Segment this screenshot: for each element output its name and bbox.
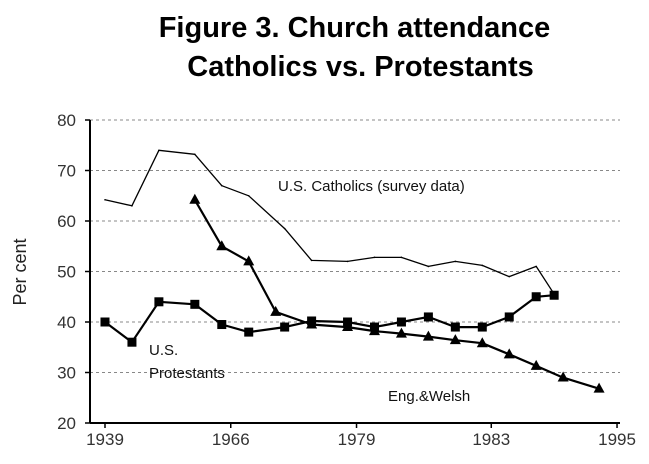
protestants-point-6 bbox=[280, 322, 290, 332]
catholics-point-13 bbox=[481, 264, 484, 267]
catholics-point-1 bbox=[131, 205, 133, 207]
eng-welsh-point-7 bbox=[395, 327, 407, 338]
y-tick-label-40: 40 bbox=[57, 313, 76, 332]
eng-welsh-point-0 bbox=[189, 193, 201, 204]
eng-welsh-label: Eng.&Welsh bbox=[388, 388, 470, 405]
y-tick-label-80: 80 bbox=[57, 111, 76, 130]
series-line-0 bbox=[104, 149, 555, 295]
eng-welsh-point-14 bbox=[593, 382, 605, 393]
eng-welsh-point-9 bbox=[449, 334, 461, 345]
catholics-point-8 bbox=[346, 260, 349, 263]
x-tick-label-1939: 1939 bbox=[86, 430, 124, 449]
protestants-point-0 bbox=[100, 317, 110, 327]
protestants-point-5 bbox=[244, 327, 254, 337]
y-tick-label-20: 20 bbox=[57, 414, 76, 433]
catholics-point-4 bbox=[220, 184, 223, 187]
y-tick-label-30: 30 bbox=[57, 364, 76, 383]
eng-welsh-point-1 bbox=[216, 240, 228, 251]
catholics-label: U.S. Catholics (survey data) bbox=[278, 178, 465, 195]
chart-title: Figure 3. Church attendance bbox=[158, 12, 551, 44]
eng-welsh-point-10 bbox=[476, 337, 488, 348]
catholics-point-2 bbox=[158, 149, 160, 152]
protestants-point-15 bbox=[531, 292, 541, 302]
x-tick-label-1966: 1966 bbox=[212, 430, 250, 449]
y-axis-label: Per cent bbox=[10, 238, 30, 305]
chart-subtitle: Catholics vs. Protestants bbox=[187, 51, 534, 83]
eng-welsh-point-12 bbox=[530, 359, 542, 370]
x-tick-label-1995: 1995 bbox=[598, 430, 636, 449]
catholics-point-9 bbox=[373, 256, 376, 259]
protestants-point-10 bbox=[396, 317, 406, 327]
catholics-point-12 bbox=[454, 260, 457, 263]
protestants-label-line1: U.S. bbox=[149, 342, 178, 359]
protestants-point-4 bbox=[217, 320, 227, 330]
eng-welsh-point-13 bbox=[557, 371, 569, 382]
eng-welsh-point-8 bbox=[422, 330, 434, 341]
catholics-point-7 bbox=[310, 259, 313, 262]
protestants-point-3 bbox=[190, 299, 200, 309]
eng-welsh-point-4 bbox=[306, 318, 318, 329]
series-line-1 bbox=[104, 294, 555, 344]
protestants-point-14 bbox=[504, 312, 514, 322]
x-tick-label-1983: 1983 bbox=[472, 430, 510, 449]
catholics-point-10 bbox=[400, 256, 403, 259]
catholics-point-6 bbox=[283, 227, 286, 230]
protestants-point-1 bbox=[127, 337, 137, 347]
y-tick-label-60: 60 bbox=[57, 212, 76, 231]
eng-welsh-point-5 bbox=[342, 321, 354, 332]
x-tick-label-1979: 1979 bbox=[338, 430, 376, 449]
protestants-point-2 bbox=[154, 297, 164, 307]
y-tick-label-50: 50 bbox=[57, 263, 76, 282]
eng-welsh-point-2 bbox=[243, 255, 255, 266]
eng-welsh-point-6 bbox=[368, 325, 380, 336]
eng-welsh-point-11 bbox=[503, 348, 515, 359]
catholics-point-3 bbox=[194, 153, 196, 156]
catholics-point-15 bbox=[535, 265, 537, 268]
eng-welsh-point-3 bbox=[270, 305, 282, 316]
catholics-point-5 bbox=[247, 194, 250, 197]
catholics-point-11 bbox=[427, 265, 430, 268]
protestants-point-16 bbox=[549, 290, 559, 300]
catholics-point-14 bbox=[508, 275, 511, 278]
y-tick-label-70: 70 bbox=[57, 162, 76, 181]
protestants-point-12 bbox=[450, 322, 460, 332]
protestants-point-13 bbox=[477, 322, 487, 332]
protestants-point-11 bbox=[423, 312, 433, 322]
catholics-point-0 bbox=[104, 198, 106, 201]
protestants-label-line2: Protestants bbox=[149, 365, 225, 382]
